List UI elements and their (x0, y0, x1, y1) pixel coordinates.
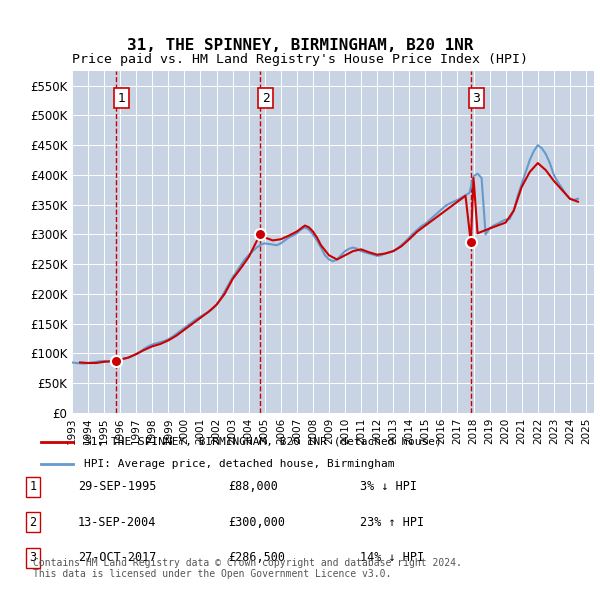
Text: 3: 3 (472, 91, 480, 104)
Text: 2: 2 (29, 516, 37, 529)
Text: £300,000: £300,000 (228, 516, 285, 529)
Text: 2: 2 (262, 91, 269, 104)
Text: Price paid vs. HM Land Registry's House Price Index (HPI): Price paid vs. HM Land Registry's House … (72, 53, 528, 66)
Text: Contains HM Land Registry data © Crown copyright and database right 2024.
This d: Contains HM Land Registry data © Crown c… (33, 558, 462, 579)
Text: 1: 1 (29, 480, 37, 493)
Text: 13-SEP-2004: 13-SEP-2004 (78, 516, 157, 529)
Text: 3: 3 (29, 551, 37, 564)
Text: 29-SEP-1995: 29-SEP-1995 (78, 480, 157, 493)
Text: HPI: Average price, detached house, Birmingham: HPI: Average price, detached house, Birm… (84, 459, 395, 469)
Text: £286,500: £286,500 (228, 551, 285, 564)
Text: 3% ↓ HPI: 3% ↓ HPI (360, 480, 417, 493)
Text: 31, THE SPINNEY, BIRMINGHAM, B20 1NR: 31, THE SPINNEY, BIRMINGHAM, B20 1NR (127, 38, 473, 53)
Text: 27-OCT-2017: 27-OCT-2017 (78, 551, 157, 564)
Text: 1: 1 (118, 91, 125, 104)
Text: 14% ↓ HPI: 14% ↓ HPI (360, 551, 424, 564)
Text: 31, THE SPINNEY, BIRMINGHAM, B20 1NR (detached house): 31, THE SPINNEY, BIRMINGHAM, B20 1NR (de… (84, 437, 442, 447)
Text: £88,000: £88,000 (228, 480, 278, 493)
Text: 23% ↑ HPI: 23% ↑ HPI (360, 516, 424, 529)
